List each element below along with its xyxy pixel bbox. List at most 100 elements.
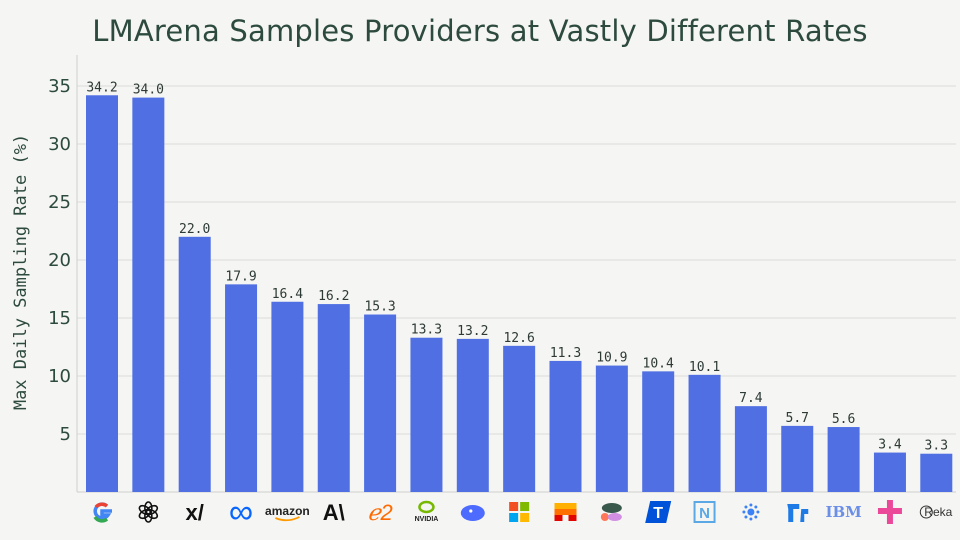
logo-text: Reka xyxy=(924,505,952,519)
data-label: 16.2 xyxy=(318,289,349,304)
logo-shape xyxy=(607,513,622,521)
microsoft-logo-icon xyxy=(509,502,530,522)
logo-shape xyxy=(93,515,109,523)
zhipu-logo-icon xyxy=(877,500,902,524)
logo-shape xyxy=(749,517,753,521)
ibm-logo-icon: IBM xyxy=(825,503,861,521)
bar xyxy=(456,338,489,492)
logo-text: N xyxy=(699,505,710,522)
data-label: 17.9 xyxy=(225,269,256,284)
y-axis-label: Max Daily Sampling Rate (%) xyxy=(11,134,31,410)
logo-shape xyxy=(744,515,748,519)
bar xyxy=(178,236,211,492)
y-tick-label: 25 xyxy=(48,192,71,213)
data-label: 5.7 xyxy=(786,411,809,426)
nexusflow-logo-icon: N xyxy=(693,501,716,523)
data-label: 12.6 xyxy=(503,331,534,346)
data-label: 11.3 xyxy=(550,346,581,361)
logo-shape xyxy=(509,502,519,511)
logo-shape xyxy=(742,510,746,514)
01-ai-logo-icon xyxy=(787,504,809,522)
logo-shape xyxy=(749,503,753,507)
logo-shape xyxy=(94,502,109,509)
logo-text: x/ xyxy=(186,500,204,525)
y-tick-label: 15 xyxy=(48,308,71,329)
bar xyxy=(410,337,443,492)
bar xyxy=(271,301,304,492)
logo-text: amazon xyxy=(265,504,310,518)
bar xyxy=(688,374,721,492)
bar xyxy=(827,427,860,492)
y-tick-label: 35 xyxy=(48,76,71,97)
alibaba-logo-icon: ℯ2 xyxy=(367,500,392,525)
bar xyxy=(734,406,767,492)
y-tick-label: 10 xyxy=(48,366,71,387)
google-logo-icon xyxy=(93,502,112,523)
logo-shape xyxy=(520,513,530,522)
deepseek-logo-icon xyxy=(460,505,485,521)
bar xyxy=(920,453,953,492)
bar xyxy=(873,452,906,492)
logo-shape xyxy=(919,505,933,519)
data-label: 34.0 xyxy=(133,83,164,98)
mistral-logo-icon xyxy=(554,503,577,521)
amazon-logo-icon: amazon xyxy=(265,504,310,522)
anthropic-logo-icon: A\ xyxy=(323,500,345,525)
data-label: 34.2 xyxy=(86,80,117,95)
data-label: 3.4 xyxy=(878,438,902,453)
data-label: 22.0 xyxy=(179,222,210,237)
ai2-logo-icon xyxy=(742,503,760,521)
logo-shape xyxy=(600,513,609,521)
chart-title: LMArena Samples Providers at Vastly Diff… xyxy=(92,14,868,48)
logo-shape xyxy=(460,505,485,521)
logo-text: IBM xyxy=(825,503,861,521)
xai-logo-icon: x/ xyxy=(186,500,204,525)
data-label: 10.1 xyxy=(689,360,720,375)
logo-text: T xyxy=(653,505,663,522)
cohere-logo-icon xyxy=(600,503,622,521)
logo-shape xyxy=(645,501,672,523)
y-tick-label: 20 xyxy=(48,250,71,271)
y-tick-label: 30 xyxy=(48,134,71,155)
logo-shape xyxy=(275,516,300,522)
logo-text: ℯ2 xyxy=(367,500,392,525)
logo-shape xyxy=(562,515,569,521)
logo-shape xyxy=(601,503,622,513)
bar xyxy=(317,304,350,492)
data-label: 13.3 xyxy=(411,323,442,338)
logo-text: A\ xyxy=(323,500,345,525)
bar xyxy=(503,345,536,492)
logo-text: ∞ xyxy=(229,493,253,531)
data-label: 10.9 xyxy=(596,351,627,366)
data-label: 13.2 xyxy=(457,324,488,339)
logo-shape xyxy=(744,505,748,509)
data-label: 3.3 xyxy=(925,439,948,454)
data-label: 16.4 xyxy=(272,287,303,302)
bar xyxy=(364,314,397,492)
logo-shape xyxy=(418,500,435,514)
meta-logo-icon: ∞ xyxy=(229,493,253,531)
bar xyxy=(549,360,582,492)
logo-shape xyxy=(754,515,758,519)
data-label: 5.6 xyxy=(832,412,855,427)
bar xyxy=(595,365,628,492)
logo-shape xyxy=(754,505,758,509)
logo-text: NVIDIA xyxy=(415,516,439,523)
bar xyxy=(132,97,165,492)
bar xyxy=(642,371,675,492)
reka-logo-icon: Reka xyxy=(919,505,953,519)
openai-logo-icon xyxy=(138,501,159,523)
logo-shape xyxy=(756,510,760,514)
logo-shape xyxy=(554,503,577,509)
logo-shape xyxy=(138,504,152,516)
logo-shape xyxy=(747,508,755,516)
bar xyxy=(86,95,118,492)
data-label: 7.4 xyxy=(739,391,763,406)
logo-shape xyxy=(693,501,716,523)
logo-shape xyxy=(877,500,902,524)
data-label: 15.3 xyxy=(364,300,395,315)
bar xyxy=(781,425,814,492)
logo-shape xyxy=(509,513,519,522)
nvidia-logo-icon: NVIDIA xyxy=(415,500,439,523)
